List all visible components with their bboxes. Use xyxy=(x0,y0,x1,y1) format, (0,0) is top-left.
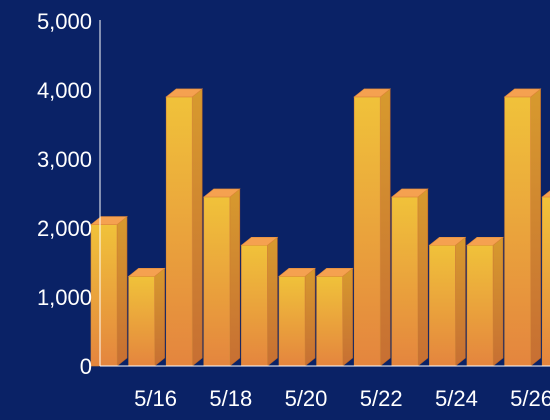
bar-top xyxy=(240,236,279,246)
bar-top xyxy=(428,236,467,246)
bar-front xyxy=(316,275,343,367)
bar xyxy=(278,267,316,367)
bar-side xyxy=(455,236,466,367)
bar xyxy=(390,188,429,367)
bar xyxy=(90,215,128,367)
bar-side xyxy=(304,267,316,367)
x-tick-label: 5/16 xyxy=(134,386,177,411)
bar-front xyxy=(128,275,155,367)
bar-side xyxy=(154,267,165,367)
y-tick-label: 5,000 xyxy=(37,9,92,34)
bar xyxy=(541,190,550,367)
bar-side xyxy=(191,88,203,367)
bar-side xyxy=(267,236,278,367)
bar-front xyxy=(203,196,231,367)
bar xyxy=(353,88,392,367)
bar-side xyxy=(116,215,128,367)
y-tick-label: 4,000 xyxy=(37,78,92,103)
bar-front xyxy=(241,244,268,367)
bar-front xyxy=(353,96,381,367)
bar-top xyxy=(353,88,392,98)
y-tick-label: 2,000 xyxy=(37,216,92,241)
bar-top xyxy=(165,88,204,98)
bar-side xyxy=(342,267,353,367)
x-tick-label: 5/20 xyxy=(285,386,328,411)
bar xyxy=(127,267,166,367)
bar-side xyxy=(530,88,541,367)
bar-side xyxy=(492,236,504,367)
bar xyxy=(428,236,467,367)
bar-front xyxy=(541,196,550,367)
x-tick-label: 5/26 xyxy=(510,386,550,411)
bar-side xyxy=(229,188,241,367)
bar-front xyxy=(504,96,531,367)
bar xyxy=(202,188,241,367)
bar-top xyxy=(466,236,504,246)
x-tick-label: 5/22 xyxy=(360,386,403,411)
bar-front xyxy=(466,244,494,367)
bar xyxy=(165,88,204,367)
bar-front xyxy=(391,196,419,367)
bar-top xyxy=(127,267,166,277)
bar-side xyxy=(379,88,391,367)
bar-front xyxy=(90,224,118,367)
y-tick-label: 1,000 xyxy=(37,285,92,310)
bar-top xyxy=(390,188,429,198)
bar-top xyxy=(315,267,354,277)
bar-front xyxy=(278,275,306,367)
x-tick-label: 5/18 xyxy=(209,386,252,411)
bar-top xyxy=(202,188,241,198)
bar-top xyxy=(541,190,550,198)
bar-top xyxy=(278,267,316,277)
bar xyxy=(466,236,504,367)
x-tick-label: 5/24 xyxy=(435,386,478,411)
bar-top xyxy=(503,88,542,98)
bar-front xyxy=(165,96,193,367)
bar xyxy=(503,88,542,367)
bar-side xyxy=(417,188,429,367)
bar-front xyxy=(429,244,456,367)
bar xyxy=(240,236,279,367)
bar xyxy=(315,267,354,367)
y-tick-label: 3,000 xyxy=(37,147,92,172)
y-tick-label: 0 xyxy=(80,354,92,379)
